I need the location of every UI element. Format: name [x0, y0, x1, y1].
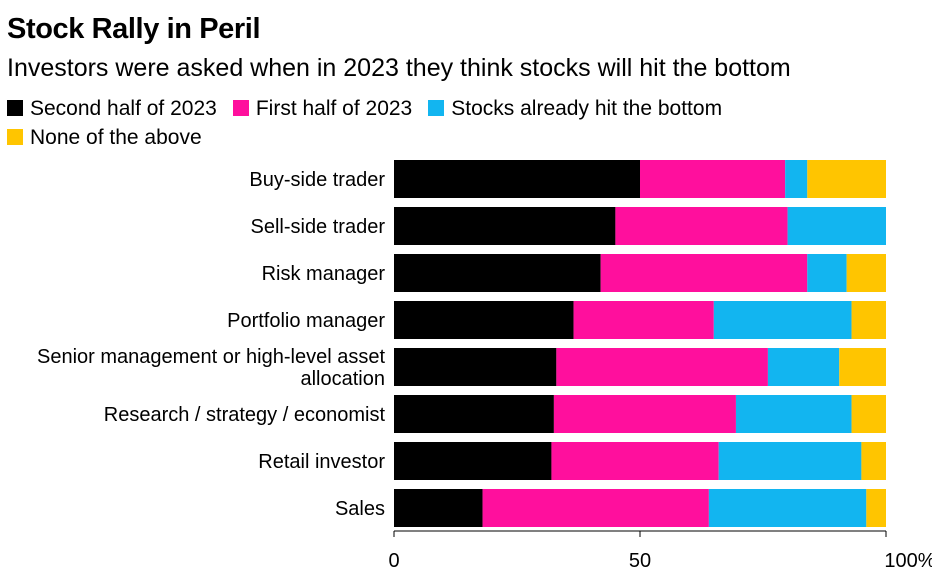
bar-segment	[866, 489, 886, 527]
x-tick-label: 50	[629, 550, 651, 572]
chart-subtitle: Investors were asked when in 2023 they t…	[7, 54, 791, 82]
bar-segment	[807, 254, 847, 292]
legend-item: First half of 2023	[232, 94, 413, 123]
x-tick-label: 100%	[884, 550, 932, 572]
category-label: Retail investor	[258, 451, 385, 473]
bar-segment	[394, 489, 483, 527]
bar-segment	[556, 348, 768, 386]
bar-segment	[640, 160, 786, 198]
category-label: Research / strategy / economist	[104, 404, 386, 426]
bar-segment	[839, 348, 886, 386]
bar-segment	[394, 395, 554, 433]
legend-label: First half of 2023	[255, 97, 413, 120]
bar-segment	[767, 348, 840, 386]
category-label: Risk manager	[262, 263, 386, 285]
legend-item: Stocks already hit the bottom	[428, 94, 722, 123]
bar-segment	[553, 395, 736, 433]
category-label: Portfolio manager	[227, 310, 385, 332]
bar-segment	[718, 442, 862, 480]
bar-segment	[600, 254, 808, 292]
legend-item: None of the above	[7, 123, 202, 152]
bar-segment	[482, 489, 709, 527]
bar-segment	[394, 301, 574, 339]
legend-swatch	[428, 100, 445, 116]
bar-segment	[735, 395, 852, 433]
bar-segment	[394, 348, 557, 386]
bar-segment	[394, 207, 616, 245]
bar-segment	[394, 160, 640, 198]
legend-swatch	[7, 129, 23, 145]
legend-swatch	[232, 100, 249, 116]
bar-segment	[851, 395, 886, 433]
bar-segment	[861, 442, 886, 480]
category-label: Sales	[335, 498, 385, 520]
bar-segment	[851, 301, 886, 339]
bar-segment	[394, 442, 552, 480]
category-label: Senior management or high-level asset	[37, 346, 385, 368]
bar-segment	[394, 254, 601, 292]
legend-label: Stocks already hit the bottom	[451, 97, 723, 120]
legend-item: Second half of 2023	[7, 94, 217, 123]
chart-title: Stock Rally in Peril	[7, 13, 261, 45]
legend-label: None of the above	[30, 126, 202, 149]
category-label: allocation	[300, 368, 385, 390]
bar-segment	[551, 442, 719, 480]
legend-label: Second half of 2023	[30, 97, 217, 120]
bar-segment	[846, 254, 886, 292]
category-label: Sell-side trader	[250, 216, 385, 238]
bar-segment	[787, 207, 886, 245]
category-label: Buy-side trader	[249, 169, 385, 191]
x-tick-label: 0	[388, 550, 399, 572]
bar-segment	[708, 489, 867, 527]
bar-segment	[713, 301, 852, 339]
bar-segment	[807, 160, 886, 198]
bar-segment	[785, 160, 808, 198]
bar-segment	[573, 301, 714, 339]
legend-swatch	[7, 100, 23, 116]
bar-segment	[615, 207, 788, 245]
legend: Second half of 2023 First half of 2023 Sto…	[7, 94, 807, 152]
